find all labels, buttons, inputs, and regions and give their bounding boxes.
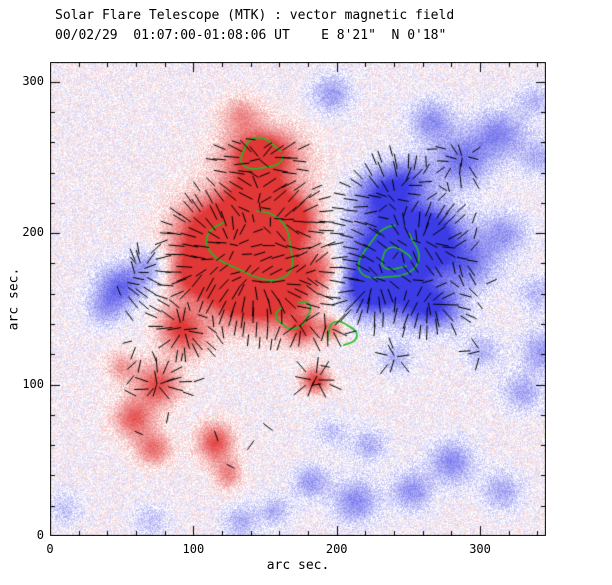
plot-area bbox=[50, 62, 546, 536]
y-axis-label: arc sec. bbox=[6, 267, 22, 331]
figure-title: Solar Flare Telescope (MTK) : vector mag… bbox=[55, 8, 455, 23]
x-tick-label: 100 bbox=[182, 542, 205, 556]
x-axis-label: arc sec. bbox=[266, 558, 330, 573]
x-tick-label: 300 bbox=[469, 542, 491, 556]
y-tick-label: 100 bbox=[22, 376, 44, 391]
y-tick-label: 0 bbox=[36, 528, 44, 542]
x-tick-label: 200 bbox=[325, 542, 348, 556]
y-tick-label: 200 bbox=[22, 225, 44, 240]
x-tick-label: 0 bbox=[46, 542, 54, 556]
figure-subtitle: 00/02/29 01:07:00-01:08:06 UT E 8'21" N … bbox=[55, 28, 447, 43]
y-tick-label: 300 bbox=[22, 73, 44, 88]
magnetogram-canvas bbox=[50, 62, 546, 536]
